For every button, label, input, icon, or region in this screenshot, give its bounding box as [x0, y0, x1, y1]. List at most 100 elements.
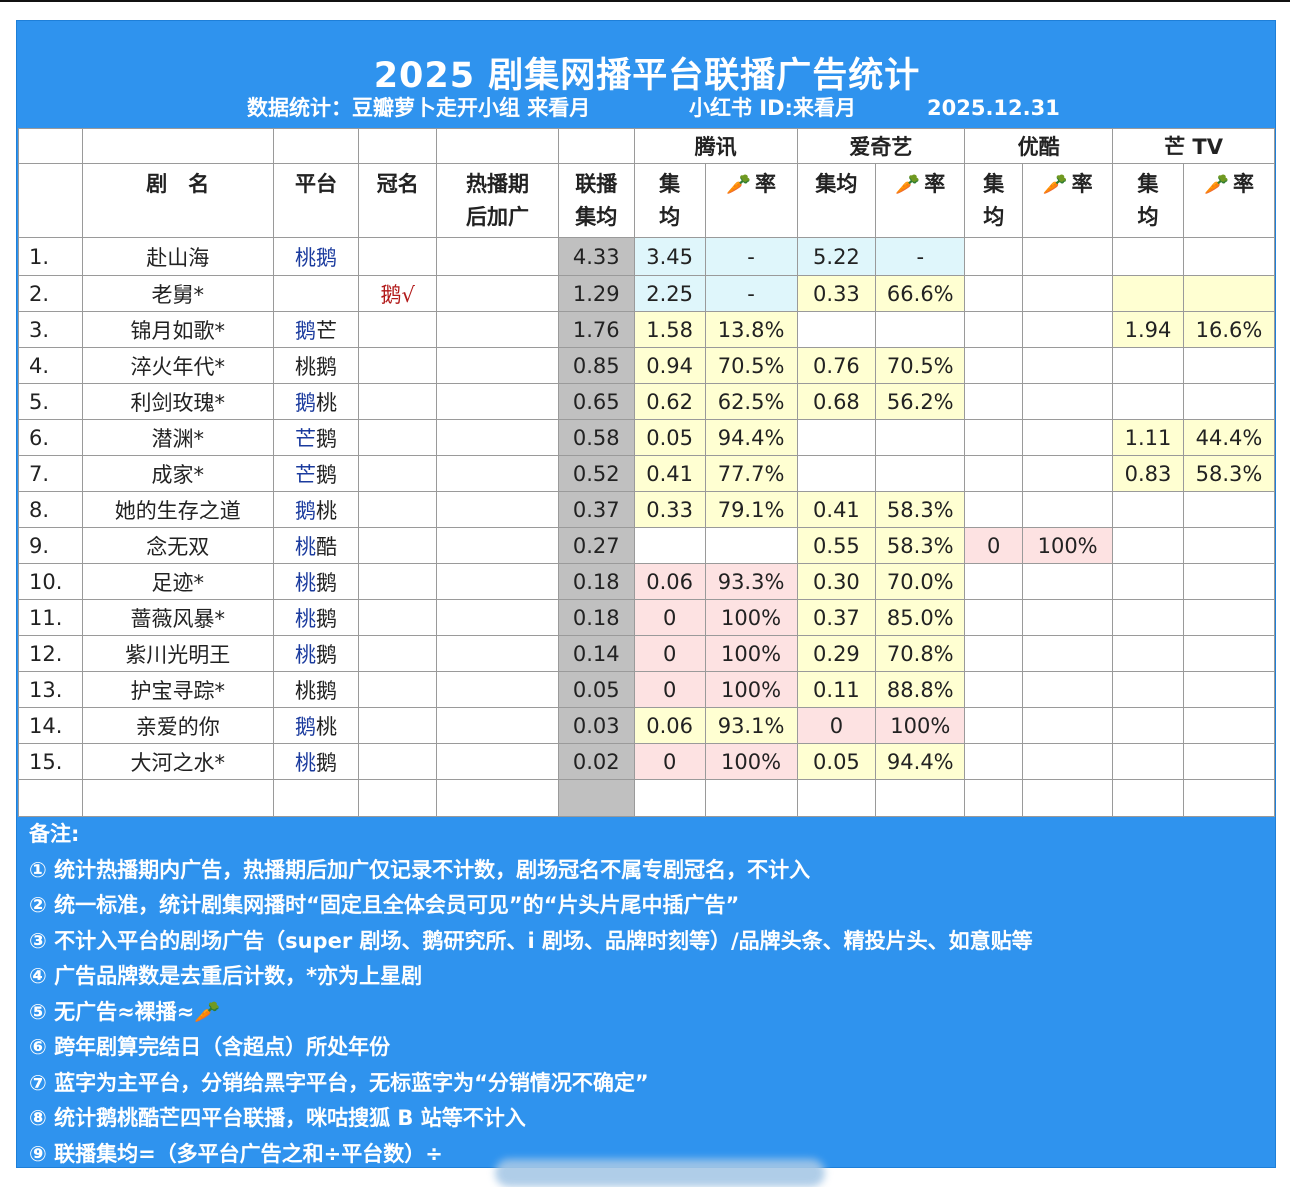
carrot-icon: 🥕 [726, 172, 752, 196]
note-line: ⑧ 统计鹅桃酷芒四平台联播，咪咕搜狐 B 站等不计入 [29, 1106, 526, 1130]
mango-rate-cell [1183, 707, 1275, 744]
sponsor-cell [358, 419, 438, 456]
tencent-ep-avg-cell: 0 [633, 743, 706, 780]
platform-cell: 芒鹅 [272, 419, 360, 456]
iqiyi-ep-avg-cell: 0.76 [796, 347, 877, 384]
platform-code: 鹅 [294, 714, 316, 739]
tencent-ep-avg-cell: 0 [633, 671, 706, 708]
platform-code: 芒 [294, 426, 316, 451]
sponsor-cell [358, 743, 438, 780]
platform-code: 鹅 [315, 462, 337, 487]
platform-code: 桃鹅 [294, 245, 337, 270]
iqiyi-rate-cell [875, 311, 966, 348]
iqiyi-ep-avg-cell: 0.29 [796, 635, 877, 672]
row-index: 2. [18, 275, 83, 312]
table-row: 10. 足迹* 桃鹅 0.18 0.06 93.3% 0.30 70.0% [18, 563, 1275, 600]
empty-cell [1183, 779, 1275, 817]
mango-rate-cell [1183, 347, 1275, 384]
drama-name: 锦月如歌* [81, 311, 274, 348]
platform-cell: 桃鹅 [272, 743, 360, 780]
youku-rate-cell [1022, 707, 1114, 744]
row-index: 6. [18, 419, 83, 456]
row-index: 13. [18, 671, 83, 708]
platform-cell: 桃鹅 [272, 635, 360, 672]
row-index: 15. [18, 743, 83, 780]
platform-cell: 鹅桃 [272, 383, 360, 420]
tencent-ep-avg-cell: 2.25 [633, 275, 706, 312]
tencent-rate-cell: 77.7% [704, 455, 798, 492]
iqiyi-rate-cell: 58.3% [875, 491, 966, 528]
youku-ep-avg-cell [964, 237, 1024, 276]
tencent-rate-cell: 100% [704, 599, 798, 636]
post-ads-cell [436, 635, 559, 672]
post-ads-cell [436, 599, 559, 636]
post-ads-cell [436, 419, 559, 456]
note-line: ③ 不计入平台的剧场广告（super 剧场、鹅研究所、i 剧场、品牌时刻等）/品… [29, 928, 1033, 953]
platform-code: 鹅 [294, 390, 316, 415]
tencent-ep-avg-cell: 0.33 [633, 491, 706, 528]
table-row: 13. 护宝寻踪* 桃鹅 0.05 0 100% 0.11 88.8% [18, 671, 1275, 708]
header-sponsor: 冠名 [358, 163, 438, 238]
drama-name: 足迹* [81, 563, 274, 600]
tencent-ep-avg-cell: 0 [633, 635, 706, 672]
mango-ep-avg-cell [1112, 237, 1185, 276]
platform-code: 桃 [294, 570, 316, 595]
iqiyi-rate-cell: 70.5% [875, 347, 966, 384]
table-row: 8. 她的生存之道 鹅桃 0.37 0.33 79.1% 0.41 58.3% [18, 491, 1275, 528]
joint-avg-cell: 0.18 [557, 599, 635, 636]
iqiyi-ep-avg-cell [796, 419, 877, 456]
header-iqiyi-rate: 🥕 率 [875, 163, 966, 238]
tencent-ep-avg-cell: 0 [633, 599, 706, 636]
sponsor-cell: 鹅√ [358, 275, 438, 312]
iqiyi-ep-avg-cell: 0.41 [796, 491, 877, 528]
row-index: 3. [18, 311, 83, 348]
mango-ep-avg-cell [1112, 635, 1185, 672]
carrot-icon: 🥕 [1042, 172, 1068, 196]
sponsor-cell [358, 671, 438, 708]
youku-ep-avg-cell [964, 311, 1024, 348]
sponsor-cell [358, 237, 438, 276]
post-ads-cell [436, 311, 559, 348]
iqiyi-rate-cell [875, 419, 966, 456]
drama-name: 大河之水* [81, 743, 274, 780]
carrot-icon: 🥕 [895, 172, 921, 196]
platform-code: 鹅 [315, 426, 337, 451]
group-header-youku: 优酷 [964, 128, 1114, 164]
mango-rate-cell [1183, 599, 1275, 636]
mango-ep-avg-cell [1112, 491, 1185, 528]
notes-section: 备注: ① 统计热播期内广告，热播期后加广仅记录不计数，剧场冠名不属专剧冠名，不… [29, 817, 1033, 1172]
iqiyi-rate-cell [875, 455, 966, 492]
youku-ep-avg-cell: 0 [964, 527, 1024, 564]
tencent-ep-avg-cell: 0.41 [633, 455, 706, 492]
header-youku-rate: 🥕 率 [1022, 163, 1114, 238]
joint-avg-cell: 0.27 [557, 527, 635, 564]
notes-heading: 备注: [29, 822, 80, 846]
drama-name: 成家* [81, 455, 274, 492]
empty-cell [358, 779, 438, 817]
data-source-label: 数据统计：豆瓣萝卜走开小组 来看月 [247, 96, 591, 120]
carrot-icon: 🥕 [1204, 172, 1229, 196]
youku-ep-avg-cell [964, 635, 1024, 672]
drama-name: 利剑玫瑰* [81, 383, 274, 420]
group-header-mango: 芒 TV [1112, 128, 1275, 164]
note-line: ⑦ 蓝字为主平台，分销给黑字平台，无标蓝字为“分销情况不确定” [29, 1070, 649, 1095]
sponsor-cell [358, 455, 438, 492]
sponsor-cell [358, 491, 438, 528]
row-index: 14. [18, 707, 83, 744]
table-row: 7. 成家* 芒鹅 0.52 0.41 77.7% 0.83 58.3% [18, 455, 1275, 492]
empty-cell [633, 779, 706, 817]
post-ads-cell [436, 383, 559, 420]
drama-name: 赴山海 [81, 237, 274, 276]
subtitle-bar: 数据统计：豆瓣萝卜走开小组 来看月 小红书 ID:来看月 2025.12.31 [17, 93, 1277, 123]
iqiyi-rate-cell: 85.0% [875, 599, 966, 636]
joint-avg-cell: 1.76 [557, 311, 635, 348]
notes-list: ① 统计热播期内广告，热播期后加广仅记录不计数，剧场冠名不属专剧冠名，不计入 ② … [29, 853, 1033, 1173]
mango-ep-avg-cell [1112, 347, 1185, 384]
iqiyi-rate-cell: 100% [875, 707, 966, 744]
header-tencent-rate: 🥕 率 [704, 163, 798, 238]
youku-rate-cell [1022, 419, 1114, 456]
platform-group-header-row: 腾讯 爱奇艺 优酷 芒 TV [18, 128, 1275, 164]
tencent-rate-cell: - [704, 237, 798, 276]
post-ads-cell [436, 743, 559, 780]
empty-cell [1112, 779, 1185, 817]
